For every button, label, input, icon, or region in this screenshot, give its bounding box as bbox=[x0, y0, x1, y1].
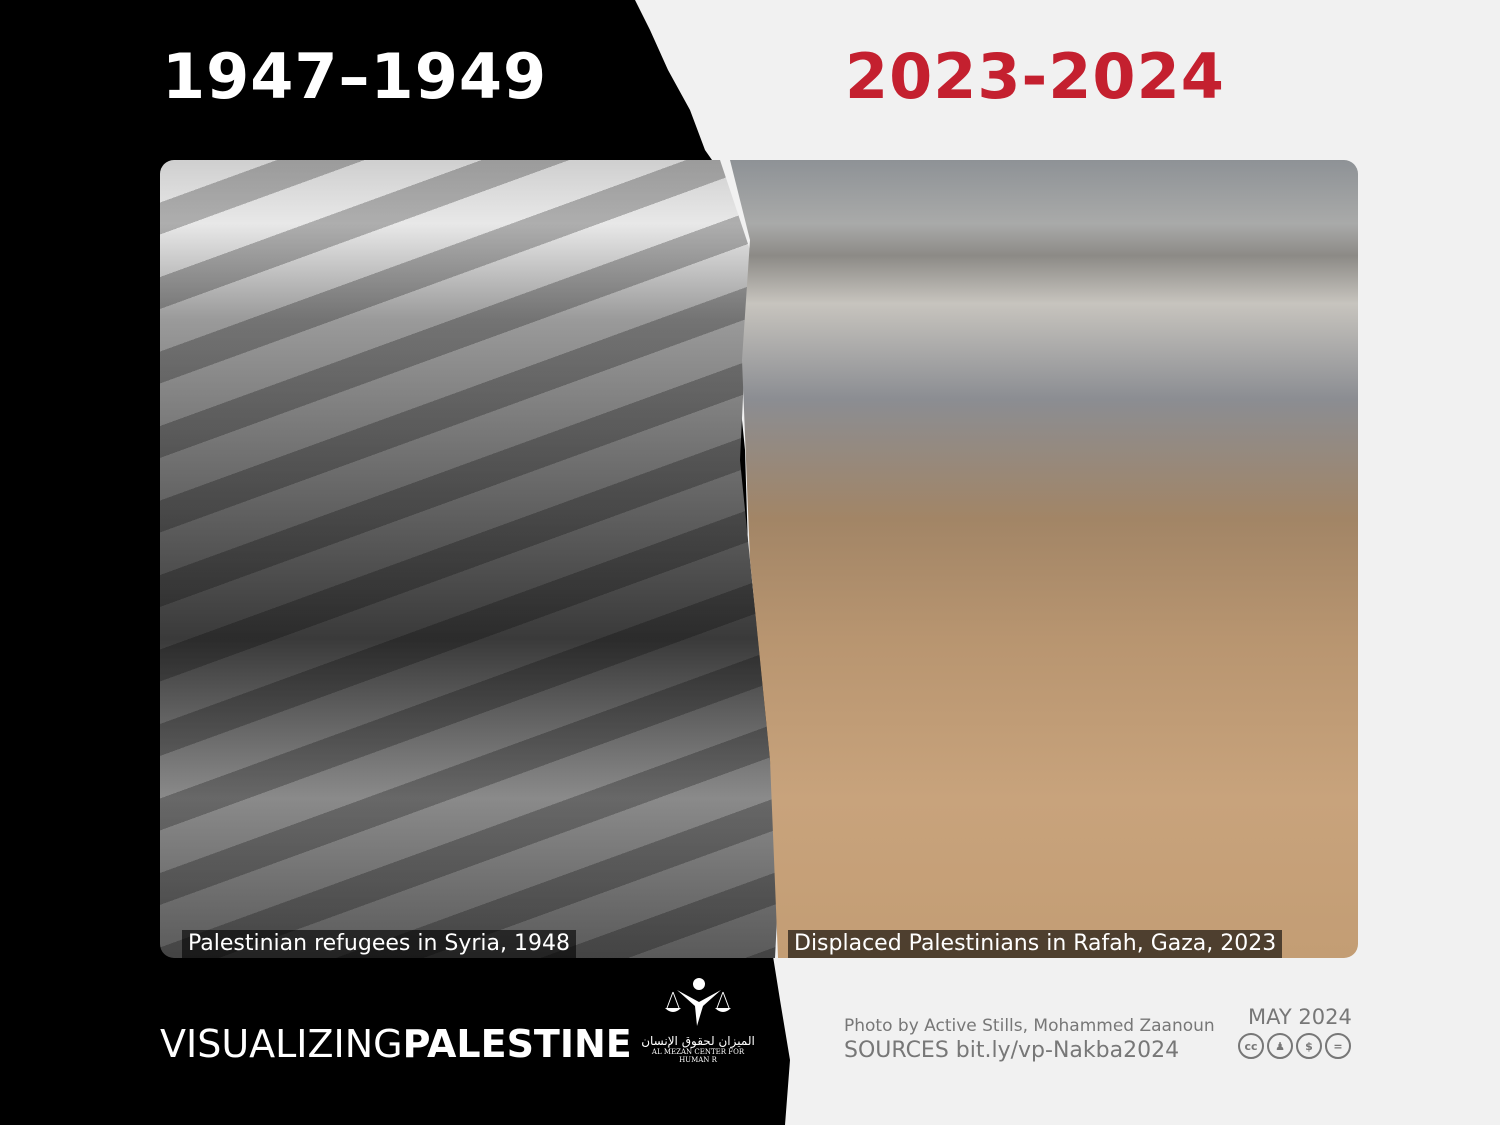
left-period-title: 1947–1949 bbox=[162, 40, 548, 113]
noderivatives-icon: = bbox=[1325, 1033, 1351, 1059]
historical-refugee-camp-photo bbox=[160, 160, 780, 958]
logo-english-text: AL MEZAN CENTER FOR HUMAN R bbox=[651, 1048, 745, 1064]
right-photo-caption: Displaced Palestinians in Rafah, Gaza, 2… bbox=[788, 930, 1283, 958]
scales-figure-icon bbox=[665, 978, 731, 1026]
left-photo-caption: Palestinian refugees in Syria, 1948 bbox=[182, 930, 577, 958]
noncommercial-icon: $ bbox=[1296, 1033, 1322, 1059]
cc-icon: cc bbox=[1238, 1033, 1264, 1059]
attribution-icon: ♟ bbox=[1267, 1033, 1293, 1059]
al-mezan-logo: الميزان لحقوق الإنسان AL MEZAN CENTER FO… bbox=[640, 976, 756, 1064]
sources-link[interactable]: SOURCES bit.ly/vp-Nakba2024 bbox=[844, 1038, 1180, 1063]
rafah-tent-camp-photo bbox=[730, 160, 1358, 958]
right-period-title: 2023-2024 bbox=[845, 40, 1225, 113]
brand-bold-text: PALESTINE bbox=[402, 1022, 632, 1066]
logo-arabic-text: الميزان لحقوق الإنسان bbox=[641, 1034, 755, 1048]
credits-block: Photo by Active Stills, Mohammed Zaanoun… bbox=[844, 1016, 1215, 1063]
creative-commons-license: cc ♟ $ = bbox=[1238, 1033, 1351, 1059]
visualizing-palestine-logo: VISUALIZINGPALESTINE bbox=[160, 1022, 632, 1066]
photo-credit: Photo by Active Stills, Mohammed Zaanoun bbox=[844, 1016, 1215, 1036]
brand-light-text: VISUALIZING bbox=[160, 1022, 403, 1066]
publication-date: MAY 2024 bbox=[1248, 1005, 1352, 1029]
